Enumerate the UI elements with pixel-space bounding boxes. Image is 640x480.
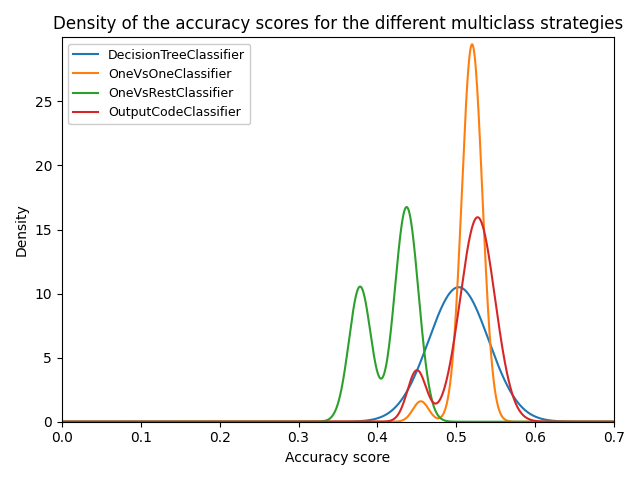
OneVsRestClassifier	[594, 419, 602, 425]
OneVsRestClassifier	[403, 204, 410, 210]
DecisionTreeClassifier	[594, 419, 602, 425]
OneVsOneClassifier	[610, 419, 618, 425]
DecisionTreeClassifier	[58, 419, 66, 425]
OutputCodeClassifier	[326, 419, 334, 425]
OneVsRestClassifier	[595, 419, 602, 425]
Line: OneVsOneClassifier: OneVsOneClassifier	[62, 44, 614, 422]
Y-axis label: Density: Density	[15, 203, 29, 256]
OutputCodeClassifier	[312, 419, 319, 425]
OneVsRestClassifier	[312, 419, 319, 424]
Line: DecisionTreeClassifier: DecisionTreeClassifier	[62, 287, 614, 422]
OneVsRestClassifier	[493, 419, 500, 425]
Title: Density of the accuracy scores for the different multiclass strategies: Density of the accuracy scores for the d…	[53, 15, 623, 33]
OneVsOneClassifier	[493, 399, 500, 405]
Line: OneVsRestClassifier: OneVsRestClassifier	[62, 207, 614, 422]
OneVsRestClassifier	[58, 419, 66, 425]
OutputCodeClassifier	[58, 419, 66, 425]
OneVsOneClassifier	[312, 419, 319, 425]
DecisionTreeClassifier	[595, 419, 602, 425]
OutputCodeClassifier	[610, 419, 618, 425]
OutputCodeClassifier	[474, 215, 481, 220]
OutputCodeClassifier	[595, 419, 602, 425]
OneVsOneClassifier	[595, 419, 602, 425]
Legend: DecisionTreeClassifier, OneVsOneClassifier, OneVsRestClassifier, OutputCodeClass: DecisionTreeClassifier, OneVsOneClassifi…	[68, 44, 250, 124]
OneVsRestClassifier	[610, 419, 618, 425]
OutputCodeClassifier	[493, 309, 500, 315]
OutputCodeClassifier	[86, 419, 94, 425]
DecisionTreeClassifier	[86, 419, 94, 425]
OutputCodeClassifier	[594, 419, 602, 425]
OneVsOneClassifier	[58, 419, 66, 425]
OneVsOneClassifier	[326, 419, 334, 425]
OneVsRestClassifier	[326, 415, 334, 421]
DecisionTreeClassifier	[312, 419, 319, 425]
DecisionTreeClassifier	[610, 419, 618, 425]
Line: OutputCodeClassifier: OutputCodeClassifier	[62, 217, 614, 422]
OneVsOneClassifier	[468, 41, 476, 47]
OneVsOneClassifier	[594, 419, 602, 425]
X-axis label: Accuracy score: Accuracy score	[285, 451, 390, 465]
OneVsRestClassifier	[86, 419, 94, 425]
DecisionTreeClassifier	[454, 284, 462, 290]
OneVsOneClassifier	[86, 419, 94, 425]
DecisionTreeClassifier	[326, 419, 334, 425]
DecisionTreeClassifier	[493, 360, 500, 365]
